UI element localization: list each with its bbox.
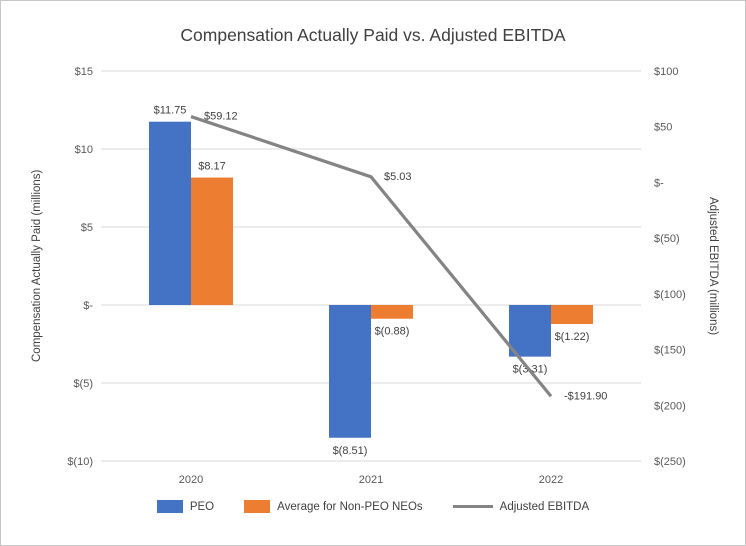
data-label-average-for-non-peo-neos-2020: $8.17 <box>198 161 226 173</box>
left-axis-tick: $15 <box>75 66 93 78</box>
left-axis-tick: $- <box>83 300 93 312</box>
right-axis-tick: $(250) <box>654 456 686 468</box>
bar-peo-2020 <box>149 121 191 305</box>
left-axis-tick: $(10) <box>67 456 93 468</box>
right-axis-title: Adjusted EBITDA (millions) <box>707 196 719 336</box>
right-axis-tick: $(150) <box>654 345 686 357</box>
legend-line-swatch <box>452 504 493 509</box>
bar-peo-2022 <box>509 305 551 357</box>
left-axis-tick: $(5) <box>73 378 93 390</box>
legend-label: PEO <box>189 500 215 513</box>
legend-bar-swatch <box>244 500 271 513</box>
legend-label: Average for Non-PEO NEOs <box>277 500 423 513</box>
left-axis-tick: $5 <box>81 222 93 234</box>
data-label-average-for-non-peo-neos-2021: $(0.88) <box>375 326 410 338</box>
legend: PEO Average for Non-PEO NEOs Adjusted EBIT… <box>1 500 745 513</box>
legend-item-peo: PEO <box>156 500 215 513</box>
bar-peo-2021 <box>329 305 371 438</box>
legend-item-average-for-non-peo-neos: Average for Non-PEO NEOs <box>244 500 423 513</box>
chart-title: Compensation Actually Paid vs. Adjusted … <box>180 25 566 45</box>
bar-average-for-non-peo-neos-2020 <box>191 177 233 305</box>
right-axis-tick: $100 <box>654 66 678 78</box>
adjusted-ebitda-line <box>190 115 553 398</box>
right-axis-tick: $(200) <box>654 400 686 412</box>
data-label-adjusted-ebitda-2021: $5.03 <box>384 171 412 183</box>
data-label-peo-2020: $11.75 <box>154 105 187 117</box>
right-axis-tick: $- <box>654 177 664 189</box>
right-axis-tick: $(100) <box>654 289 686 301</box>
legend-label: Adjusted EBITDA <box>499 500 590 513</box>
right-axis-tick: $(50) <box>654 233 680 245</box>
data-label-peo-2021: $(8.51) <box>333 445 368 457</box>
x-axis-label: 2022 <box>539 474 563 486</box>
x-axis-label: 2020 <box>179 474 203 486</box>
bar-average-for-non-peo-neos-2021 <box>371 305 413 319</box>
bar-average-for-non-peo-neos-2022 <box>551 305 593 325</box>
legend-bar-swatch <box>156 500 183 513</box>
right-axis-tick: $50 <box>654 122 672 134</box>
data-label-adjusted-ebitda-2022: -$191.90 <box>564 390 607 402</box>
x-axis-label: 2021 <box>359 474 383 486</box>
left-axis-tick: $10 <box>75 144 93 156</box>
data-label-average-for-non-peo-neos-2022: $(1.22) <box>555 331 590 343</box>
legend-item-adjusted-ebitda: Adjusted EBITDA <box>452 500 590 513</box>
data-label-adjusted-ebitda-2020: $59.12 <box>204 111 238 123</box>
